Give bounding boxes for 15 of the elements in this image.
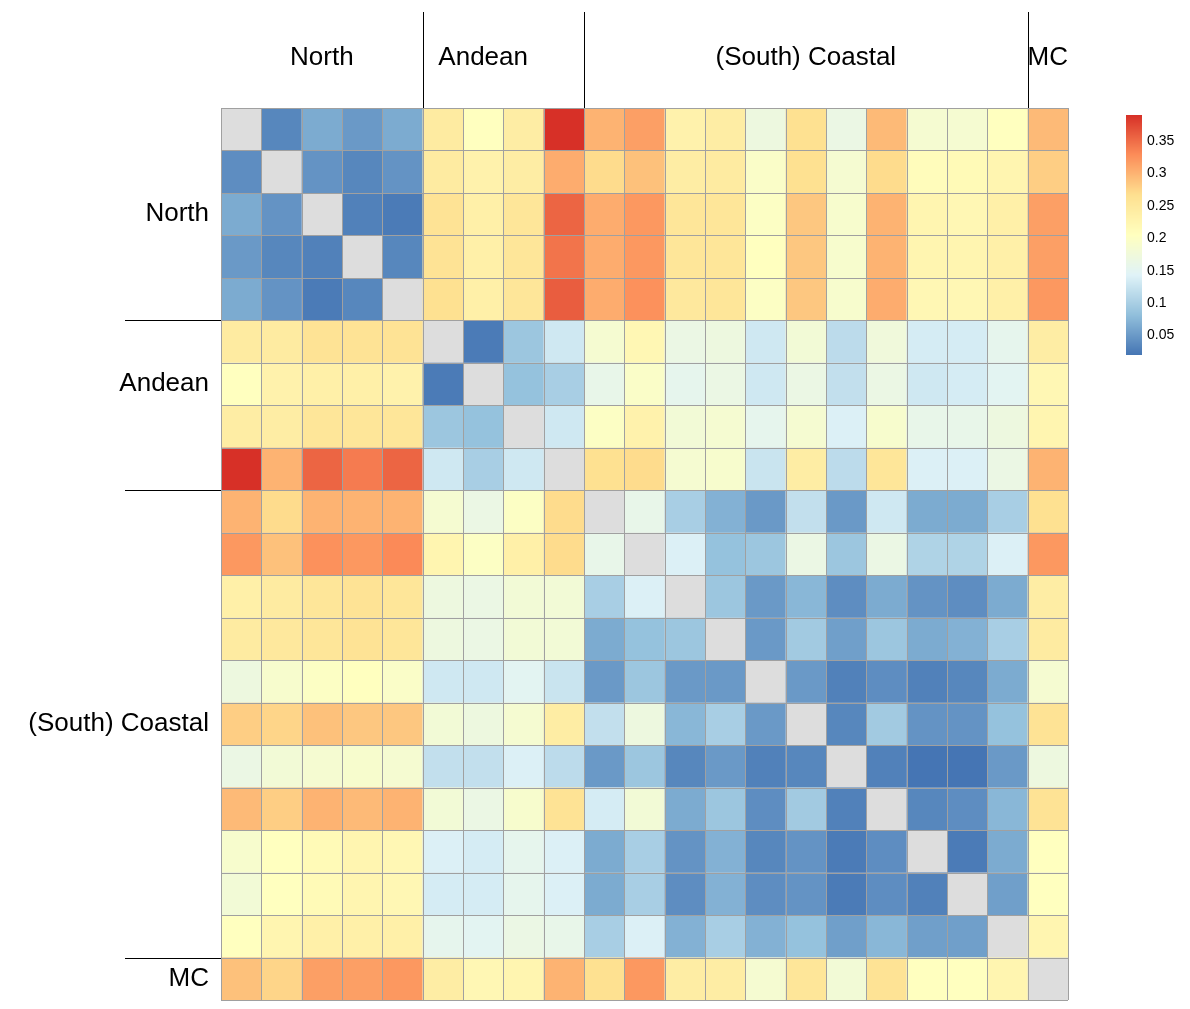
color-bar-label: 0.3: [1147, 164, 1167, 181]
x-tick-label: MC: [1027, 41, 1069, 72]
x-tick-label: Andean: [438, 41, 528, 72]
y-tick-label: Andean: [119, 367, 209, 398]
y-tick-label: MC: [168, 961, 209, 992]
color-bar-label: 0.2: [1147, 229, 1167, 246]
color-bar-label: 0.25: [1147, 196, 1175, 213]
y-tick-label: North: [145, 197, 209, 228]
y-tick-label: (South) Coastal: [28, 707, 209, 738]
x-tick-label: (South) Coastal: [715, 41, 897, 72]
color-bar-label: 0.05: [1147, 326, 1175, 343]
color-bar-label: 0.15: [1147, 261, 1175, 278]
x-tick-label: North: [290, 41, 354, 72]
color-bar-label: 0.1: [1147, 293, 1167, 310]
color-bar-label: 0.35: [1147, 131, 1175, 148]
